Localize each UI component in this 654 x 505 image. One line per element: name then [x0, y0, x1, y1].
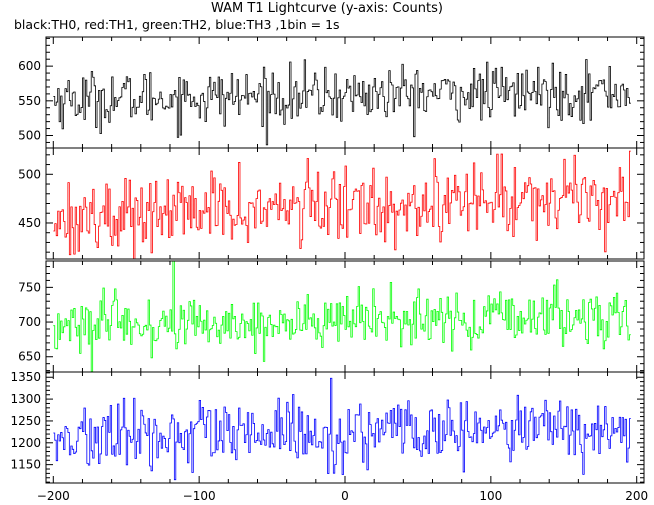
- y-tick-label-th3: 1150: [10, 458, 41, 472]
- x-tick-label: 100: [479, 489, 502, 503]
- series-th0-line: [53, 59, 631, 146]
- series-th3-line: [53, 377, 631, 481]
- panel-frame-th3: [45, 371, 645, 484]
- y-tick-label-th3: 1300: [10, 392, 41, 406]
- y-tick-label-th2: 700: [18, 315, 41, 329]
- chart-subtitle: black:TH0, red:TH1, green:TH2, blue:TH3 …: [14, 17, 340, 32]
- x-tick-label: −100: [183, 489, 216, 503]
- y-tick-label-th1: 500: [18, 167, 41, 181]
- y-tick-label-th0: 500: [18, 129, 41, 143]
- y-tick-label-th2: 750: [18, 280, 41, 294]
- panel-frame-th1: [45, 147, 645, 260]
- series-th1-line: [53, 150, 631, 260]
- x-tick-label: 200: [625, 489, 648, 503]
- y-tick-label-th1: 450: [18, 216, 41, 230]
- y-tick-label-th3: 1350: [10, 370, 41, 384]
- y-tick-label-th3: 1250: [10, 414, 41, 428]
- series-th2-line: [53, 260, 631, 373]
- y-tick-label-th0: 550: [18, 94, 41, 108]
- y-tick-label-th2: 650: [18, 350, 41, 364]
- x-tick-label: −200: [37, 489, 70, 503]
- x-tick-label: 0: [341, 489, 349, 503]
- y-tick-label-th3: 1200: [10, 436, 41, 450]
- y-tick-label-th0: 600: [18, 59, 41, 73]
- chart-title: WAM T1 Lightcurve (y-axis: Counts): [211, 1, 443, 16]
